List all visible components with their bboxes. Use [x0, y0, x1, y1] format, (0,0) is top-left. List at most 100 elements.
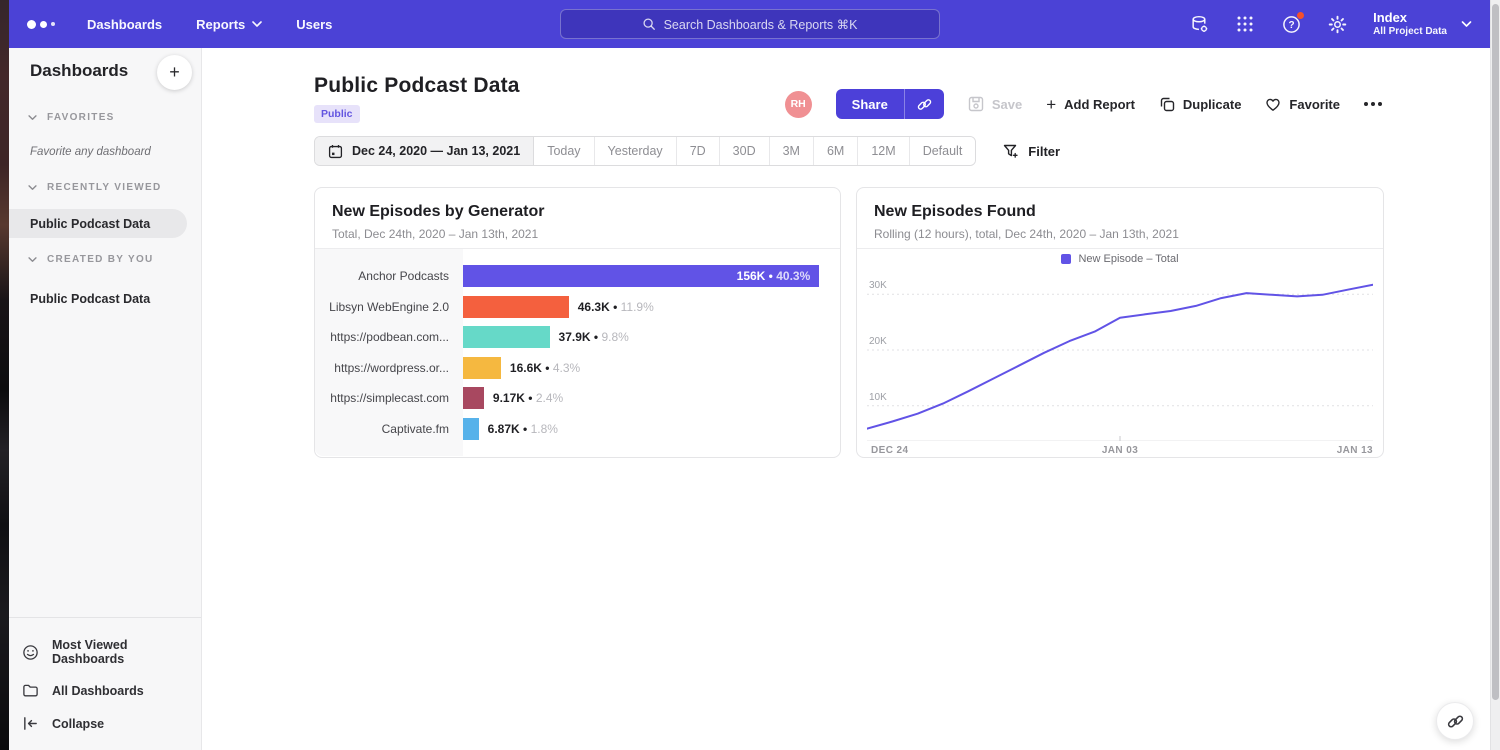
- nav-item-label: Reports: [196, 17, 245, 32]
- preset-7d[interactable]: 7D: [677, 137, 720, 165]
- bar-segment[interactable]: 156K • 40.3%: [463, 265, 819, 287]
- collapse-sidebar-button[interactable]: Collapse: [9, 707, 201, 740]
- save-button[interactable]: Save: [968, 96, 1022, 112]
- page-title: Public Podcast Data: [314, 74, 520, 98]
- bar-segment[interactable]: [463, 418, 479, 440]
- bar-value-label: 16.6K • 4.3%: [510, 361, 580, 375]
- heart-icon: [1265, 97, 1281, 112]
- chart-legend[interactable]: New Episode – Total: [857, 253, 1383, 265]
- copy-icon: [1159, 96, 1175, 112]
- scrollbar-track[interactable]: [1490, 0, 1500, 750]
- filter-label: Filter: [1028, 144, 1060, 159]
- bar-category-label: https://podbean.com...: [315, 330, 463, 344]
- sidebar-item-public-podcast-data-created[interactable]: Public Podcast Data: [9, 284, 187, 313]
- preset-3m[interactable]: 3M: [770, 137, 814, 165]
- add-report-button[interactable]: + Add Report: [1046, 96, 1135, 113]
- sidebar-section-created-by-you[interactable]: CREATED BY YOU: [28, 254, 154, 265]
- save-label: Save: [992, 97, 1022, 112]
- legend-swatch: [1061, 254, 1071, 264]
- duplicate-label: Duplicate: [1183, 97, 1242, 112]
- nav-item-dashboards[interactable]: Dashboards: [87, 17, 162, 32]
- project-scope: All Project Data: [1373, 26, 1447, 39]
- add-report-label: Add Report: [1064, 97, 1135, 112]
- public-badge: Public: [314, 105, 360, 123]
- bar-value-label: 37.9K • 9.8%: [559, 330, 629, 344]
- date-range-group: Dec 24, 2020 — Jan 13, 2021 TodayYesterd…: [314, 136, 976, 166]
- filter-funnel-icon: [1003, 144, 1019, 159]
- chevron-down-icon: [252, 21, 262, 28]
- line-chart-plot[interactable]: 10K20K30K: [867, 273, 1373, 441]
- bar-value-label: 156K • 40.3%: [737, 265, 811, 287]
- preset-30d[interactable]: 30D: [720, 137, 770, 165]
- bar-row: https://simplecast.com9.17K • 2.4%: [315, 383, 840, 414]
- bar-track: 37.9K • 9.8%: [463, 322, 840, 353]
- filter-button[interactable]: Filter: [1003, 144, 1060, 159]
- sidebar: Dashboards + FAVORITES Favorite any dash…: [9, 48, 202, 750]
- bar-value-label: 9.17K • 2.4%: [493, 391, 563, 405]
- floating-link-button[interactable]: [1436, 702, 1474, 740]
- chart-title: New Episodes by Generator: [332, 203, 823, 221]
- share-button[interactable]: Share: [836, 89, 904, 119]
- save-icon: [968, 96, 984, 112]
- settings-gear-icon[interactable]: [1327, 14, 1347, 34]
- bar-track: 156K • 40.3%: [463, 261, 840, 292]
- top-navbar: Dashboards Reports Users Search Dashboar…: [9, 0, 1490, 48]
- more-options-button[interactable]: [1364, 102, 1382, 106]
- nav-item-users[interactable]: Users: [296, 17, 332, 32]
- bar-category-label: Anchor Podcasts: [315, 269, 463, 283]
- bar-row: Captivate.fm6.87K • 1.8%: [315, 414, 840, 445]
- apps-grid-icon[interactable]: [1235, 14, 1255, 34]
- notification-dot: [1296, 11, 1305, 20]
- y-axis-tick-label: 30K: [869, 280, 887, 291]
- app-root: Dashboards Reports Users Search Dashboar…: [0, 0, 1500, 750]
- chevron-down-icon: [1461, 21, 1472, 28]
- x-axis-tick-label: JAN 03: [1102, 445, 1138, 456]
- section-label: CREATED BY YOU: [47, 254, 154, 265]
- favorite-button[interactable]: Favorite: [1265, 97, 1340, 112]
- footer-item-label: All Dashboards: [52, 684, 144, 698]
- all-dashboards-button[interactable]: All Dashboards: [9, 674, 201, 707]
- preset-today[interactable]: Today: [534, 137, 594, 165]
- favorites-empty-text: Favorite any dashboard: [30, 146, 151, 158]
- bar-segment[interactable]: [463, 357, 501, 379]
- line-series[interactable]: [867, 285, 1373, 429]
- help-icon[interactable]: ?: [1281, 14, 1301, 34]
- y-axis-tick-label: 20K: [869, 336, 887, 347]
- search-input[interactable]: Search Dashboards & Reports ⌘K: [560, 9, 940, 39]
- folder-icon: [22, 682, 39, 699]
- date-range-button[interactable]: Dec 24, 2020 — Jan 13, 2021: [315, 137, 534, 165]
- bar-segment[interactable]: [463, 387, 484, 409]
- preset-6m[interactable]: 6M: [814, 137, 858, 165]
- preset-yesterday[interactable]: Yesterday: [595, 137, 677, 165]
- sidebar-section-favorites[interactable]: FAVORITES: [28, 112, 115, 123]
- link-icon: [1447, 713, 1464, 730]
- nav-item-reports[interactable]: Reports: [196, 17, 262, 32]
- sidebar-item-public-podcast-data[interactable]: Public Podcast Data: [9, 209, 187, 238]
- section-label: RECENTLY VIEWED: [47, 182, 162, 193]
- sidebar-section-recently-viewed[interactable]: RECENTLY VIEWED: [28, 182, 162, 193]
- scrollbar-thumb[interactable]: [1492, 4, 1499, 700]
- data-sources-icon[interactable]: [1189, 14, 1209, 34]
- chart-subtitle: Rolling (12 hours), total, Dec 24th, 202…: [874, 227, 1366, 241]
- chart-subtitle: Total, Dec 24th, 2020 – Jan 13th, 2021: [332, 227, 823, 241]
- plus-icon: +: [169, 62, 180, 83]
- preset-default[interactable]: Default: [910, 137, 976, 165]
- avatar[interactable]: RH: [785, 91, 812, 118]
- date-range-label: Dec 24, 2020 — Jan 13, 2021: [352, 144, 520, 158]
- duplicate-button[interactable]: Duplicate: [1159, 96, 1242, 112]
- most-viewed-dashboards-button[interactable]: Most Viewed Dashboards: [9, 630, 201, 674]
- preset-12m[interactable]: 12M: [858, 137, 909, 165]
- bar-segment[interactable]: [463, 296, 569, 318]
- bar-segment[interactable]: [463, 326, 550, 348]
- page-actions: RH Share Save + Add Report Duplicate: [785, 89, 1382, 119]
- copy-share-link-button[interactable]: [904, 89, 944, 119]
- nav-item-label: Dashboards: [87, 17, 162, 32]
- add-dashboard-button[interactable]: +: [157, 55, 192, 90]
- collapse-left-icon: [22, 715, 39, 732]
- sidebar-footer: Most Viewed Dashboards All Dashboards Co…: [9, 617, 201, 750]
- calendar-icon: [328, 144, 343, 159]
- brand-logo[interactable]: [27, 20, 55, 29]
- project-switcher[interactable]: Index All Project Data: [1373, 10, 1472, 39]
- sidebar-title: Dashboards: [30, 61, 128, 81]
- bar-track: 6.87K • 1.8%: [463, 414, 840, 445]
